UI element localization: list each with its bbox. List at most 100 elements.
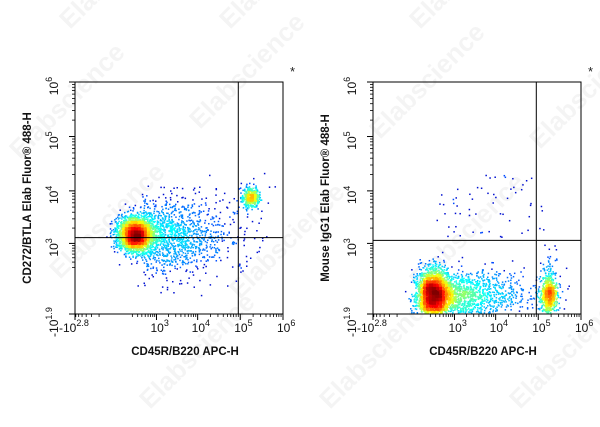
event-dot: [184, 208, 187, 210]
event-dot: [207, 239, 209, 242]
event-dot: [261, 237, 264, 239]
event-dot: [481, 278, 483, 280]
event-dot: [132, 252, 135, 254]
event-dot: [171, 206, 173, 209]
event-dot: [424, 263, 427, 265]
event-dot: [128, 242, 130, 245]
event-dot: [480, 308, 482, 310]
event-dot: [174, 227, 176, 230]
event-dot: [128, 227, 130, 229]
event-dot: [504, 280, 507, 283]
event-dot: [162, 253, 165, 256]
event-dot: [556, 291, 559, 294]
event-dot: [173, 205, 175, 207]
event-dot: [120, 245, 122, 247]
event-dot: [128, 232, 130, 235]
event-dot: [251, 200, 254, 202]
event-dot: [122, 240, 124, 242]
event-dot: [141, 223, 143, 225]
event-dot: [136, 231, 138, 234]
event-dot: [244, 203, 246, 206]
event-dot: [196, 230, 198, 233]
event-dot: [147, 237, 149, 240]
event-dot: [141, 220, 144, 222]
event-dot: [455, 276, 457, 279]
event-dot: [249, 204, 252, 206]
event-dot: [258, 198, 261, 200]
event-dot: [127, 222, 129, 225]
event-dot: [521, 298, 524, 300]
event-dot: [196, 268, 199, 270]
event-dot: [510, 277, 513, 279]
event-dot: [248, 194, 251, 196]
event-dot: [476, 186, 479, 189]
event-dot: [192, 220, 194, 222]
event-dot: [118, 220, 120, 223]
event-dot: [240, 200, 242, 203]
watermark-text: Elabscience: [523, 27, 600, 155]
event-dot: [135, 223, 137, 226]
event-dot: [141, 212, 143, 214]
event-dot: [142, 247, 145, 250]
event-dot: [191, 261, 193, 263]
event-dot: [158, 230, 160, 233]
event-dot: [142, 219, 144, 222]
event-dot: [206, 214, 209, 216]
event-dot: [165, 207, 167, 210]
event-dot: [192, 246, 194, 249]
event-dot: [499, 297, 501, 299]
event-dot: [136, 249, 139, 252]
event-dot: [182, 235, 185, 238]
event-dot: [147, 206, 149, 209]
event-dot: [182, 244, 185, 247]
event-dot: [191, 212, 194, 215]
event-dot: [150, 223, 153, 225]
event-dot: [155, 251, 157, 253]
event-dot: [147, 222, 149, 224]
event-dot: [166, 249, 169, 252]
event-dot: [209, 244, 212, 246]
event-dot: [118, 227, 120, 230]
event-dot: [147, 265, 150, 268]
event-dot: [531, 303, 533, 306]
event-dot: [130, 213, 133, 215]
event-dot: [509, 273, 511, 275]
event-dot: [131, 240, 133, 242]
event-dot: [128, 226, 131, 228]
event-dot: [437, 256, 439, 258]
event-dot: [450, 310, 453, 312]
event-dot: [133, 230, 136, 233]
event-dot: [205, 265, 207, 268]
event-dot: [126, 227, 129, 230]
event-dot: [254, 206, 257, 208]
event-dot: [186, 282, 189, 284]
event-dot: [148, 247, 150, 249]
event-dot: [130, 209, 132, 212]
event-dot: [480, 306, 482, 309]
event-dot: [196, 241, 199, 243]
event-dot: [112, 233, 115, 236]
event-dot: [156, 259, 158, 262]
event-dot: [147, 239, 150, 241]
event-dot: [207, 210, 210, 212]
event-dot: [489, 288, 492, 290]
event-dot: [216, 275, 218, 278]
event-dot: [190, 246, 193, 248]
event-dot: [126, 224, 129, 227]
event-dot: [153, 212, 155, 215]
event-dot: [128, 230, 131, 233]
event-dot: [159, 225, 162, 228]
event-dot: [514, 294, 517, 296]
event-dot: [215, 224, 217, 226]
event-dot: [157, 215, 159, 218]
event-dot: [118, 231, 121, 234]
event-dot: [173, 259, 175, 261]
event-dot: [139, 249, 142, 251]
event-dot: [185, 241, 187, 243]
event-dot: [134, 216, 136, 218]
event-dot: [165, 226, 167, 228]
event-dot: [163, 266, 165, 269]
event-dot: [192, 221, 194, 224]
event-dot: [180, 282, 183, 285]
event-dot: [143, 262, 146, 264]
